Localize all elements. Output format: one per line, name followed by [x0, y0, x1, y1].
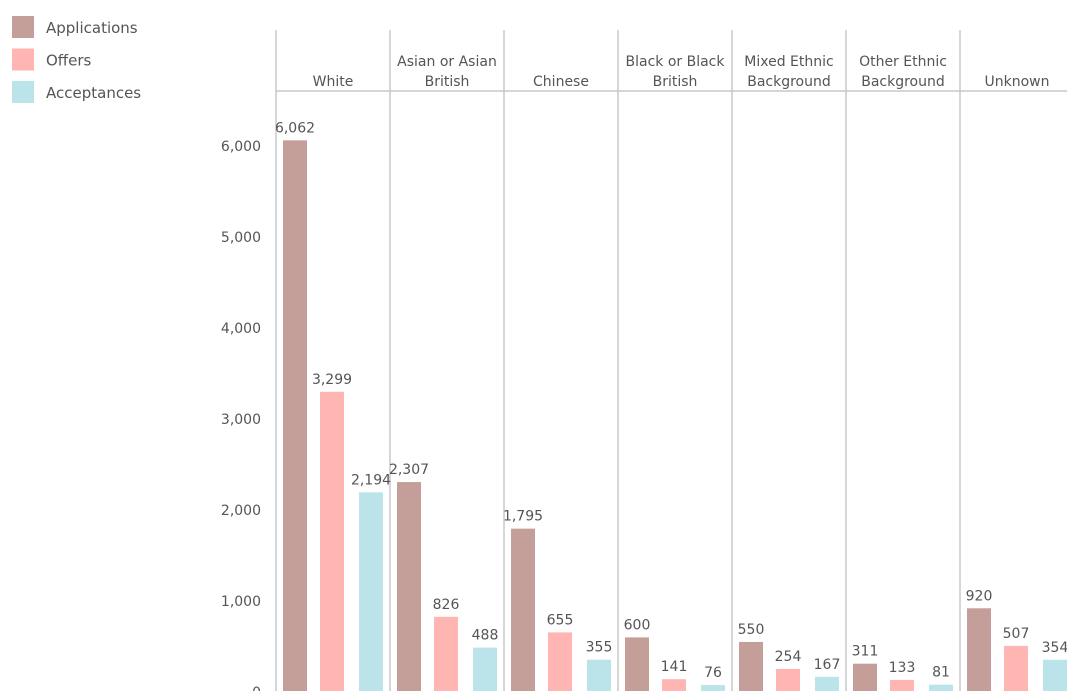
y-tick-label: 1,000	[221, 594, 261, 610]
category-label: Asian or Asian	[397, 54, 497, 70]
data-label: 254	[775, 649, 802, 665]
y-tick-label: 2,000	[221, 503, 261, 519]
category-label: Chinese	[533, 74, 589, 90]
bar-acceptances	[587, 659, 611, 692]
bar-applications	[397, 482, 421, 692]
bar-applications	[511, 528, 535, 692]
data-label: 311	[852, 644, 879, 660]
y-tick-label: 4,000	[221, 321, 261, 337]
y-tick-label: 6,000	[221, 139, 261, 155]
bar-offers	[1004, 645, 1028, 692]
bar-offers	[548, 632, 572, 692]
data-label: 133	[889, 660, 916, 676]
data-label: 600	[624, 617, 651, 633]
bar-acceptances	[359, 492, 383, 692]
data-label: 2,307	[389, 462, 429, 478]
category-label: White	[313, 74, 354, 90]
legend-label: Acceptances	[46, 84, 141, 102]
data-label: 1,795	[503, 509, 543, 525]
data-label: 6,062	[275, 120, 315, 136]
data-label: 488	[472, 628, 499, 644]
data-label: 826	[433, 597, 460, 613]
bar-offers	[434, 616, 458, 692]
legend-label: Applications	[46, 19, 138, 37]
category-label: Background	[861, 74, 945, 90]
bar-offers	[320, 391, 344, 692]
data-label: 141	[661, 659, 688, 675]
bar-offers	[890, 679, 914, 692]
bar-acceptances	[815, 676, 839, 692]
data-label: 81	[932, 665, 950, 681]
bar-acceptances	[929, 684, 953, 692]
bar-applications	[739, 641, 763, 692]
data-label: 507	[1003, 626, 1030, 642]
data-label: 2,194	[351, 472, 391, 488]
data-label: 550	[738, 622, 765, 638]
data-label: 354	[1042, 640, 1067, 656]
data-label: 920	[966, 588, 993, 604]
legend-label: Offers	[46, 52, 92, 70]
bar-acceptances	[473, 647, 497, 692]
bar-applications	[967, 608, 991, 692]
category-label: Black or Black	[626, 54, 726, 70]
bar-acceptances	[701, 685, 725, 692]
data-label: 3,299	[312, 372, 352, 388]
category-label: British	[425, 74, 470, 90]
category-label: Unknown	[985, 74, 1050, 90]
y-tick-label: 3,000	[221, 412, 261, 428]
category-label: British	[653, 74, 698, 90]
legend-swatch	[12, 48, 34, 71]
bar-applications	[853, 663, 877, 692]
data-label: 355	[586, 640, 613, 656]
legend-swatch	[12, 16, 34, 38]
bar-applications	[283, 140, 307, 692]
legend-swatch	[12, 81, 34, 103]
data-label: 76	[704, 665, 722, 681]
bar-offers	[776, 668, 800, 692]
y-tick-label: 0	[252, 685, 261, 691]
bar-acceptances	[1043, 659, 1067, 692]
bar-applications	[625, 637, 649, 692]
data-label: 167	[814, 657, 841, 673]
category-label: Mixed Ethnic	[744, 54, 833, 70]
bar-offers	[662, 679, 686, 692]
category-label: Other Ethnic	[859, 54, 947, 70]
category-label: Background	[747, 74, 831, 90]
data-label: 655	[547, 612, 574, 628]
y-tick-label: 5,000	[221, 230, 261, 246]
